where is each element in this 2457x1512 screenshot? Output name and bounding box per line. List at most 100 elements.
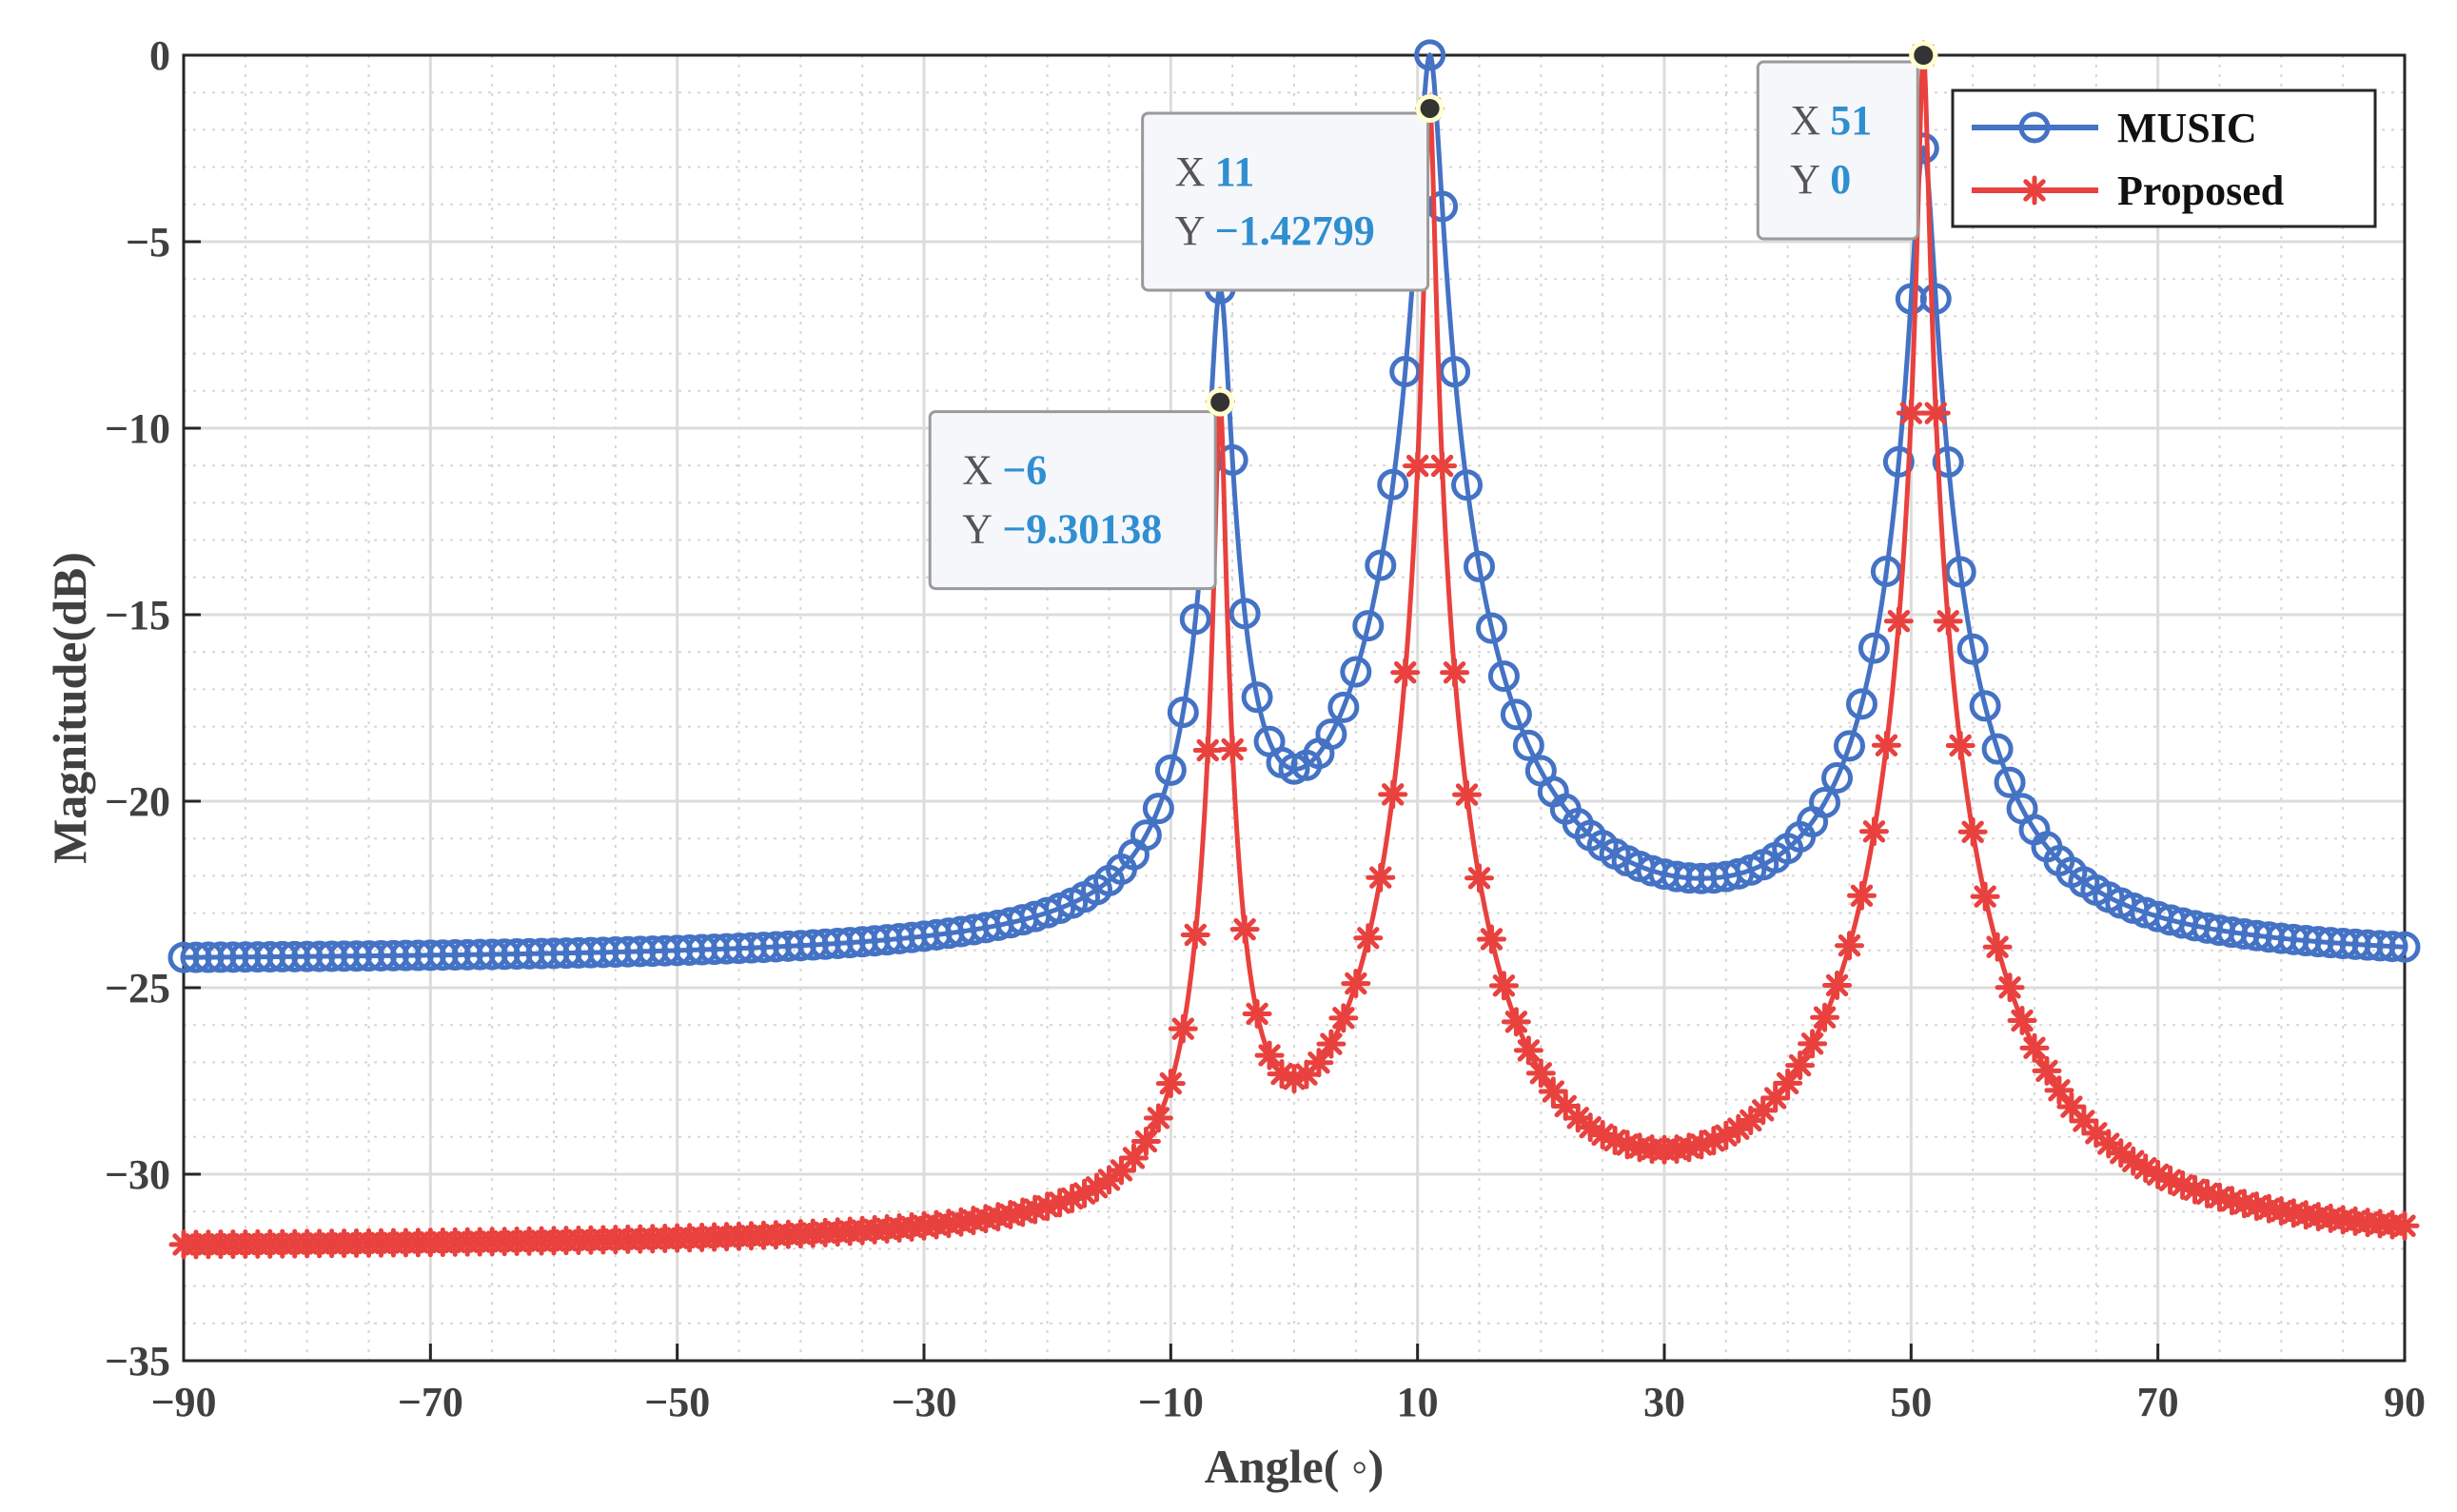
asterisk-stroke	[1554, 1094, 1577, 1118]
asterisk-stroke	[2073, 1109, 2095, 1132]
asterisk-stroke	[1467, 867, 1491, 890]
asterisk-stroke	[2035, 1059, 2058, 1083]
series-proposed	[168, 40, 2420, 1260]
data-point	[1933, 606, 1963, 637]
data-point	[1995, 972, 2025, 1003]
asterisk-stroke	[1529, 1062, 1553, 1085]
data-point	[1488, 971, 1519, 1001]
data-point	[2019, 1032, 2050, 1063]
asterisk-stroke	[1875, 734, 1898, 756]
data-point	[1378, 779, 1408, 810]
y-axis-title: Magnitude(dB)	[43, 552, 96, 864]
legend-marker-music	[2018, 111, 2051, 144]
data-point	[1366, 862, 1396, 893]
datatip-y-value: −1.42799	[1215, 207, 1375, 254]
data-point	[1464, 550, 1495, 582]
data-point	[1773, 1068, 1803, 1098]
asterisk-stroke	[1233, 917, 1256, 941]
data-point	[1242, 998, 1272, 1029]
series-music	[167, 39, 2421, 973]
legend-asterisk-shape	[2019, 175, 2050, 206]
data-point	[1882, 445, 1915, 478]
data-point	[1870, 556, 1902, 588]
data-point	[1896, 398, 1926, 428]
data-point	[1475, 612, 1507, 644]
datatip: X 51Y 0	[1756, 41, 1938, 241]
asterisk-stroke	[1825, 973, 1849, 997]
data-point	[1254, 1040, 1285, 1070]
x-tick-label: 30	[1643, 1379, 1685, 1425]
asterisk-stroke	[1862, 820, 1886, 843]
asterisk-stroke	[1579, 1116, 1602, 1139]
asterisk-stroke	[1196, 738, 1219, 762]
data-point	[1155, 1069, 1186, 1099]
asterisk-stroke	[1258, 1044, 1281, 1067]
data-point	[1785, 1051, 1816, 1081]
data-point	[2388, 931, 2421, 963]
data-point	[1229, 914, 1260, 945]
datatip-y-label: Y	[1175, 207, 1206, 254]
data-point	[1228, 598, 1261, 630]
data-point	[1501, 1007, 1531, 1037]
data-point	[1316, 1029, 1346, 1059]
asterisk-stroke	[1776, 1071, 1799, 1095]
asterisk-stroke	[2097, 1132, 2120, 1155]
data-point	[1810, 1002, 1840, 1032]
datatip-x-label: X	[1175, 148, 1206, 195]
data-point	[1883, 606, 1914, 637]
data-point	[1822, 970, 1853, 1000]
datatip-y-label: Y	[1790, 156, 1820, 203]
x-tick-label: −70	[398, 1379, 463, 1425]
data-point	[1241, 681, 1273, 714]
data-point	[1440, 658, 1470, 688]
asterisk-stroke	[1184, 923, 1207, 947]
asterisk-stroke	[1405, 454, 1429, 478]
x-tick-label: 50	[1890, 1379, 1932, 1425]
asterisk-stroke	[1788, 1053, 1812, 1077]
data-point	[1365, 549, 1397, 581]
data-point	[1377, 468, 1409, 501]
asterisk-stroke	[1012, 1201, 1034, 1224]
data-point	[1352, 610, 1385, 642]
asterisk-stroke	[1480, 928, 1504, 951]
asterisk-stroke	[1813, 1006, 1837, 1029]
asterisk-stroke	[1171, 1017, 1194, 1040]
asterisk-stroke	[1974, 885, 1996, 908]
data-point	[1932, 446, 1964, 479]
asterisk-stroke	[1986, 935, 2009, 958]
data-point	[1353, 923, 1384, 953]
asterisk-stroke	[2134, 1157, 2157, 1180]
data-point	[1452, 779, 1483, 810]
data-point	[1871, 730, 1901, 760]
asterisk-stroke	[1678, 1136, 1700, 1159]
data-point	[2376, 931, 2408, 963]
x-tick-label: 90	[2384, 1379, 2426, 1425]
asterisk-stroke	[2393, 1214, 2416, 1237]
asterisk-stroke	[2011, 1009, 2034, 1032]
data-point	[1513, 1035, 1543, 1066]
data-point	[1403, 451, 1433, 481]
data-point	[1192, 736, 1223, 766]
data-point	[1487, 660, 1520, 693]
data-point	[1970, 881, 2000, 912]
data-point	[1327, 691, 1360, 723]
asterisk-stroke	[1542, 1080, 1564, 1103]
data-point	[1994, 766, 2026, 798]
data-point	[1291, 1059, 1322, 1090]
asterisk-stroke	[1221, 737, 1244, 761]
asterisk-stroke	[1850, 884, 1874, 907]
asterisk-stroke	[1998, 976, 2021, 999]
asterisk-stroke	[1838, 934, 1861, 957]
asterisk-stroke	[1443, 661, 1466, 684]
data-point	[1340, 656, 1372, 688]
asterisk-stroke	[2060, 1095, 2083, 1118]
datatip-x-label: X	[1790, 97, 1820, 144]
asterisk-stroke	[1800, 1032, 1824, 1055]
data-point	[1919, 283, 1952, 315]
asterisk-stroke	[1727, 1117, 1750, 1140]
asterisk-stroke	[2146, 1163, 2170, 1187]
legend-marker-proposed	[2019, 175, 2050, 206]
y-tick-label: −30	[105, 1151, 170, 1198]
data-point	[1168, 1013, 1198, 1044]
